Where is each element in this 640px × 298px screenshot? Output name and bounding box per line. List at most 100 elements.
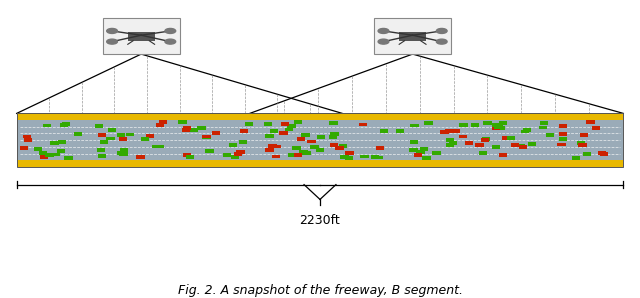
Bar: [416, 150, 424, 154]
Bar: [335, 146, 344, 150]
Bar: [266, 148, 274, 152]
Bar: [97, 148, 105, 151]
Bar: [183, 153, 191, 157]
Bar: [330, 143, 338, 147]
Bar: [559, 137, 567, 141]
Bar: [294, 153, 302, 157]
Bar: [559, 132, 567, 136]
Bar: [449, 141, 457, 145]
Bar: [301, 133, 310, 136]
Bar: [445, 129, 453, 133]
Bar: [340, 155, 349, 159]
Bar: [459, 135, 467, 139]
Bar: [60, 123, 68, 127]
Bar: [236, 150, 244, 153]
Bar: [179, 120, 187, 124]
Bar: [266, 134, 274, 138]
Bar: [420, 147, 428, 151]
Bar: [120, 148, 128, 152]
Bar: [202, 135, 211, 139]
Bar: [326, 179, 358, 190]
Bar: [205, 149, 214, 153]
Bar: [336, 114, 349, 167]
Circle shape: [378, 28, 389, 33]
Bar: [465, 141, 473, 145]
Bar: [482, 137, 490, 141]
Bar: [156, 123, 164, 127]
Bar: [583, 152, 591, 156]
Bar: [98, 154, 106, 158]
Bar: [245, 122, 253, 126]
Circle shape: [165, 28, 175, 33]
Bar: [346, 151, 354, 155]
Bar: [281, 122, 289, 126]
Bar: [117, 133, 125, 137]
Bar: [231, 155, 239, 159]
Bar: [371, 155, 379, 159]
Text: 2230ft: 2230ft: [300, 214, 340, 227]
Bar: [422, 156, 431, 160]
Bar: [17, 114, 623, 167]
Bar: [476, 143, 484, 147]
Bar: [470, 123, 479, 127]
Bar: [499, 153, 507, 157]
Bar: [17, 114, 623, 120]
Bar: [202, 135, 211, 139]
Bar: [300, 150, 308, 154]
Bar: [119, 152, 127, 156]
Bar: [483, 121, 492, 125]
Circle shape: [436, 28, 447, 33]
Bar: [159, 120, 167, 124]
Circle shape: [107, 39, 117, 44]
Bar: [580, 133, 588, 137]
Bar: [310, 145, 319, 149]
Bar: [126, 133, 134, 136]
Bar: [269, 129, 278, 133]
Bar: [492, 123, 500, 127]
Bar: [34, 147, 42, 150]
Bar: [43, 123, 51, 127]
Bar: [399, 32, 426, 41]
Bar: [23, 134, 31, 138]
Bar: [481, 138, 490, 142]
Bar: [586, 120, 595, 124]
Bar: [136, 155, 145, 159]
Bar: [52, 153, 60, 156]
Bar: [264, 122, 273, 126]
Bar: [446, 143, 454, 147]
Bar: [329, 135, 337, 139]
Bar: [152, 145, 160, 148]
Bar: [396, 129, 404, 133]
Bar: [128, 32, 155, 41]
Bar: [451, 129, 460, 133]
Bar: [516, 144, 525, 148]
Bar: [307, 139, 316, 143]
Bar: [528, 142, 536, 145]
Circle shape: [378, 39, 389, 44]
Bar: [499, 121, 507, 125]
Bar: [303, 151, 311, 155]
Bar: [410, 124, 419, 128]
Bar: [58, 140, 67, 144]
Bar: [292, 147, 300, 150]
Bar: [317, 135, 325, 139]
Bar: [559, 125, 568, 128]
Bar: [141, 137, 149, 141]
Bar: [374, 18, 451, 54]
Bar: [598, 151, 606, 155]
Bar: [103, 18, 179, 54]
Bar: [74, 132, 82, 136]
Bar: [359, 122, 367, 126]
Bar: [496, 126, 504, 130]
Bar: [146, 134, 154, 138]
Bar: [502, 136, 510, 140]
Bar: [592, 126, 600, 130]
Bar: [410, 140, 419, 144]
Bar: [330, 122, 338, 125]
Bar: [492, 126, 500, 130]
Bar: [234, 152, 242, 156]
Bar: [446, 138, 454, 142]
Bar: [330, 132, 339, 136]
Bar: [64, 156, 72, 160]
Bar: [269, 144, 276, 148]
